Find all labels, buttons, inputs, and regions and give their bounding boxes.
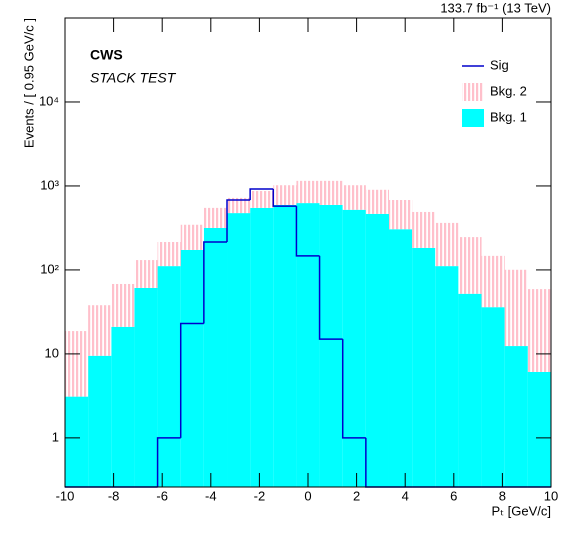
x-tick-label: -4 [205,488,217,503]
bar [435,266,459,487]
legend-label: Bkg. 1 [490,109,527,124]
x-tick-label: -10 [56,488,75,503]
bar [157,266,181,487]
x-tick-label: 2 [353,488,360,503]
bar [111,283,135,327]
bar [157,242,181,267]
bar [180,224,204,250]
x-tick-label: -2 [254,488,266,503]
bar [296,180,320,204]
bar [134,260,158,288]
bar [342,209,366,487]
bar [180,249,204,487]
bar [296,203,320,487]
y-tick-label: 1 [52,429,59,444]
bar [342,185,366,210]
bar [365,189,389,214]
bar [88,355,112,487]
bar [273,185,297,205]
x-tick-label: 6 [450,488,457,503]
x-tick-label: 0 [304,488,311,503]
y-axis-label: Events / [ 0.95 GeV/c ] [21,18,36,148]
bar [227,197,251,214]
bar [458,293,482,487]
y-tick-label: 10³ [40,177,59,192]
bar [319,204,343,487]
bar [388,229,413,487]
bar [435,222,459,267]
lumi-label: 133.7 fb⁻¹ (13 TeV) [440,0,551,15]
bar [412,247,436,487]
x-tick-label: 4 [402,488,409,503]
sig-step [249,188,274,201]
bar [250,207,274,488]
bar [250,191,274,208]
chart-subtitle: STACK TEST [90,70,177,86]
legend-swatch [462,83,484,101]
x-tick-label: 8 [499,488,506,503]
chart-title: CWS [90,47,123,63]
bar [65,396,89,487]
sig-step [318,255,343,340]
y-tick-label: 10² [40,261,59,276]
bar [458,237,482,294]
sig-step [179,322,204,438]
bar [504,269,528,347]
bar [227,213,251,487]
bar [319,180,343,205]
x-tick-label: 10 [544,488,558,503]
bar [203,227,228,488]
sig-step [226,199,251,243]
legend-label: Sig [490,57,509,72]
sig-step [341,339,366,439]
x-axis-label: Pₜ [GeV/c] [492,503,551,518]
y-tick-label: 10 [45,345,59,360]
sig-step [272,188,297,207]
sig-step [295,206,320,257]
sig-step [203,241,228,324]
legend-swatch [462,109,484,127]
bar [388,200,413,230]
bar [481,255,505,308]
bar [203,207,228,228]
sig-step [156,437,181,487]
bar [365,213,389,487]
bar [527,371,551,487]
bar [65,331,89,397]
bar [412,211,436,248]
legend-label: Bkg. 2 [490,83,527,98]
bar [481,307,505,487]
bar [111,326,135,487]
x-tick-label: -6 [156,488,168,503]
bar [527,289,551,372]
y-tick-label: 10⁴ [39,93,59,108]
bar [88,305,112,356]
bar [504,346,528,487]
bar [134,287,158,487]
bar [273,204,297,487]
plot-area [65,180,551,488]
x-tick-label: -8 [108,488,120,503]
